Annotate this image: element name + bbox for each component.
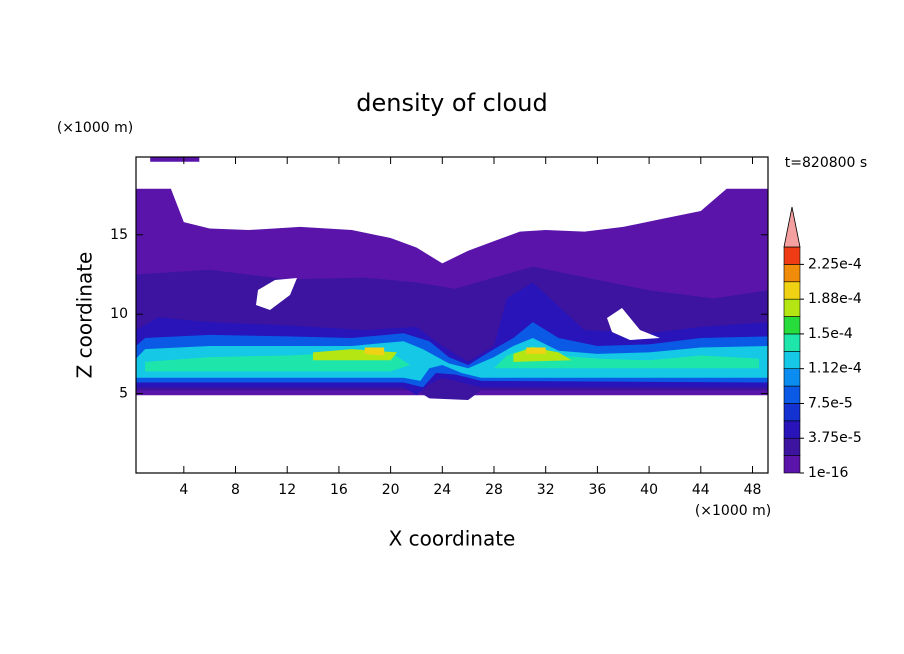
colorbar-tick-label: 3.75e-5 (808, 430, 862, 446)
x-tick-label: 32 (537, 482, 555, 498)
plot-frame (135, 156, 769, 474)
colorbar-tick-label: 1.5e-4 (808, 326, 853, 342)
time-label: t=820800 s (785, 155, 867, 171)
y-axis-label: Z coordinate (73, 252, 97, 379)
clear-regions (256, 278, 660, 340)
colorbar-box (783, 246, 801, 265)
x-tick-label: 8 (231, 482, 240, 498)
y-tick-label: 5 (119, 386, 128, 402)
x-unit: (×1000 m) (695, 503, 771, 519)
contour-region (150, 157, 200, 162)
colorbar-box (783, 351, 801, 369)
x-tick-label: 16 (330, 482, 348, 498)
x-tick-label: 44 (692, 482, 710, 498)
colorbar-box (783, 368, 801, 387)
colorbar-tick-label: 2.25e-4 (808, 256, 862, 272)
colorbar-tick-label: 7.5e-5 (808, 395, 853, 411)
colorbar-box (783, 455, 801, 474)
x-tick-label: 36 (588, 482, 606, 498)
colorbar-box (783, 403, 801, 422)
x-tick-label: 20 (382, 482, 400, 498)
y-tick-label: 15 (110, 227, 128, 243)
colorbar-box (783, 298, 801, 317)
y-unit: (×1000 m) (57, 120, 133, 136)
chart-title: density of cloud (356, 89, 547, 117)
contour-region (494, 345, 759, 369)
colorbar-box (783, 281, 801, 300)
clear-region (256, 278, 297, 310)
colorbar-extension (783, 206, 801, 248)
colorbar-box (783, 437, 801, 456)
colorbar-tick-label: 1.88e-4 (808, 291, 862, 307)
colorbar-box (783, 420, 801, 439)
contour-region (364, 347, 385, 356)
x-tick-label: 40 (640, 482, 658, 498)
colorbar-box (783, 333, 801, 352)
y-tick-label: 10 (110, 306, 128, 322)
colorbar-tick-label: 1e-16 (808, 465, 848, 481)
colorbar-box (783, 264, 801, 283)
colorbar-tick-label: 1.12e-4 (808, 361, 862, 377)
clear-region (607, 308, 660, 340)
contour-field (136, 157, 768, 400)
x-tick-label: 28 (485, 482, 503, 498)
x-axis-label: X coordinate (389, 527, 516, 551)
contour-region (526, 347, 546, 354)
x-tick-label: 48 (744, 482, 762, 498)
x-tick-label: 12 (278, 482, 296, 498)
colorbar-box (783, 316, 801, 335)
x-tick-label: 24 (433, 482, 451, 498)
colorbar-box (783, 385, 801, 404)
x-tick-label: 4 (179, 482, 188, 498)
axes: 4 8 12 16 20 24 28 32 36 40 44 48510151e-163.75e-57… (110, 157, 862, 498)
